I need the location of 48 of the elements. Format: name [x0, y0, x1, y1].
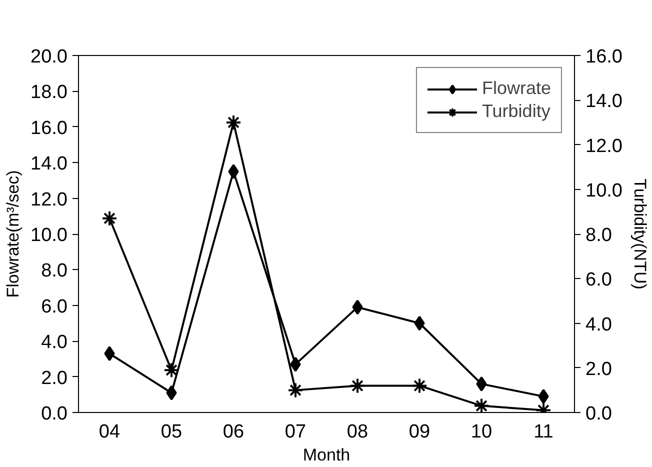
- point: [290, 356, 301, 372]
- x-axis-title: Month: [302, 446, 350, 464]
- point: [412, 378, 428, 394]
- y2-tick-label: 16.0: [586, 46, 622, 68]
- x-tick-label: 08: [346, 422, 368, 442]
- y2-axis-title: Turbidity(NTU): [630, 178, 650, 290]
- point: [474, 398, 490, 412]
- point: [228, 164, 239, 180]
- y-tick-label: 16.0: [30, 118, 68, 139]
- y-tick-label: 6.0: [41, 296, 68, 318]
- y-tick-label: 0.0: [41, 404, 68, 424]
- legend-label: Turbidity: [482, 101, 550, 122]
- y2-tick-label: 4.0: [586, 314, 612, 336]
- x-tick-label: 04: [98, 422, 120, 442]
- point: [414, 316, 425, 331]
- x-tick-label: 07: [284, 422, 306, 442]
- y-axis-title: Flowrate(m³/sec): [4, 170, 23, 298]
- y-tick-label: 12.0: [30, 189, 68, 210]
- point: [352, 300, 363, 315]
- point: [226, 114, 242, 130]
- y2-tick-label: 8.0: [586, 225, 612, 246]
- x-tick-label: 11: [534, 422, 554, 442]
- y-tick-label: 4.0: [41, 332, 68, 354]
- y-tick-label: 20.0: [30, 46, 68, 68]
- y-tick-label: 8.0: [41, 260, 68, 282]
- point: [166, 385, 177, 400]
- y2-tick-label: 2.0: [586, 358, 612, 380]
- y-tick-label: 10.0: [30, 225, 68, 246]
- y2-tick-label: 14.0: [586, 91, 622, 112]
- y2-tick-label: 6.0: [586, 270, 612, 291]
- point: [350, 378, 366, 394]
- point: [102, 210, 118, 226]
- x-tick-label: 10: [470, 422, 492, 442]
- x-tick-label: 06: [222, 422, 244, 442]
- legend-label: Flowrate: [482, 78, 551, 99]
- y2-tick-label: 0.0: [586, 404, 612, 424]
- x-tick-label: 09: [408, 422, 430, 442]
- y2-tick-label: 12.0: [586, 136, 622, 157]
- y-tick-label: 18.0: [30, 82, 68, 104]
- x-tick-label: 05: [160, 422, 182, 442]
- y-tick-label: 2.0: [41, 368, 68, 389]
- point: [164, 362, 180, 378]
- point: [476, 376, 487, 392]
- y2-tick-label: 10.0: [586, 180, 622, 202]
- point: [288, 382, 304, 398]
- y-tick-label: 14.0: [30, 154, 68, 175]
- point: [538, 388, 549, 404]
- point: [104, 346, 115, 362]
